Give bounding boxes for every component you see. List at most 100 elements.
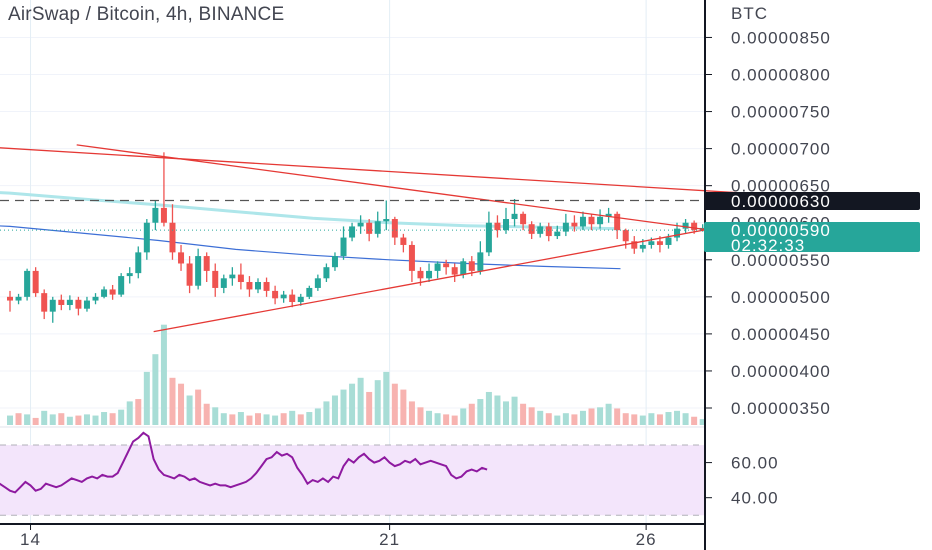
candle-body	[511, 213, 518, 220]
candle-body	[297, 296, 304, 303]
candle-body	[468, 261, 475, 271]
volume-bar	[186, 395, 193, 425]
candle-body	[135, 252, 142, 274]
volume-bar	[118, 409, 125, 425]
price-levels	[0, 199, 704, 231]
candle-body	[443, 263, 450, 268]
volume-bar	[605, 403, 612, 425]
candle-body	[101, 289, 108, 297]
volume-bar	[468, 403, 475, 425]
candle-body	[622, 230, 629, 242]
volume-bar	[656, 414, 663, 425]
volume-bar	[263, 414, 270, 425]
volume-bar	[7, 415, 13, 425]
volume-bar	[32, 417, 39, 425]
candle-body	[331, 256, 338, 268]
countdown-label: 02:32:33	[731, 236, 805, 255]
chart-title: AirSwap / Bitcoin, 4h, BINANCE	[8, 4, 285, 25]
volume-bar	[272, 415, 279, 425]
candle-body	[340, 237, 347, 257]
candle-body	[460, 261, 467, 275]
volume-bar	[289, 410, 296, 425]
price-tick-label: 0.00000800	[731, 66, 831, 85]
candle-body	[528, 224, 535, 234]
volume-bar	[597, 407, 604, 425]
candle-body	[494, 222, 501, 231]
volume-bar	[485, 391, 492, 425]
candle-body	[314, 278, 321, 288]
candle-body	[639, 244, 646, 249]
volume-bar	[58, 413, 65, 425]
level-price-tag	[704, 192, 920, 210]
volume-bar	[254, 413, 261, 425]
volume-bar	[229, 414, 236, 425]
price-tick-label: 0.00000350	[731, 399, 831, 418]
candle-body	[143, 222, 150, 253]
price-tick-label: 0.00000650	[731, 177, 831, 196]
volume-bar	[451, 415, 458, 425]
volume-bar	[665, 412, 672, 425]
candle-body	[520, 213, 527, 225]
volume-bar	[383, 371, 390, 425]
candle-body	[263, 282, 270, 291]
candle-body	[648, 241, 655, 245]
candle-body	[49, 299, 56, 312]
candle-body	[169, 222, 176, 253]
trendlines[interactable]	[0, 143, 744, 333]
volume-bar	[434, 413, 441, 425]
volume-bar	[152, 354, 159, 425]
volume-bar	[15, 413, 22, 425]
volume-bar	[511, 396, 518, 425]
candle-body	[306, 287, 313, 297]
candle-body	[597, 216, 604, 225]
candle-body	[32, 270, 39, 294]
volume-bar	[631, 414, 638, 425]
volume-bar	[220, 413, 227, 425]
candle-body	[400, 237, 407, 245]
candle-body	[383, 219, 390, 222]
volume-bar	[314, 408, 321, 425]
volume-bar	[246, 415, 253, 425]
candle-body	[254, 282, 261, 290]
volume-bar	[639, 415, 646, 425]
volume-bar	[691, 416, 698, 425]
rsi-line	[0, 431, 488, 494]
volume-bar	[195, 389, 202, 425]
volume-bar	[237, 412, 244, 425]
candle-body	[408, 244, 415, 271]
volume-bar	[537, 410, 544, 425]
price-tags: 0.00000630 0.00000590 02:32:33	[704, 192, 920, 255]
ma-fast-line	[0, 225, 621, 270]
candle-body	[562, 222, 569, 232]
candle-body	[152, 207, 159, 223]
candle-body	[682, 222, 689, 229]
volume-bar	[143, 371, 150, 425]
volume-bar	[443, 414, 450, 425]
volume-bar	[374, 380, 381, 425]
candle-body	[477, 252, 484, 271]
candle-body	[485, 222, 492, 253]
volume-bar	[212, 407, 219, 425]
volume-bar	[502, 401, 509, 425]
trendline[interactable]	[76, 144, 744, 236]
trendline[interactable]	[153, 222, 744, 333]
candle-body	[83, 300, 90, 309]
volume-bar	[562, 413, 569, 425]
price-tick-label: 0.00000850	[731, 28, 831, 47]
volume-bar	[391, 383, 398, 425]
candle-body	[349, 226, 356, 238]
volume-bar	[674, 410, 681, 425]
volume-bar	[109, 413, 116, 425]
candle-body	[203, 256, 210, 271]
candle-body	[66, 299, 73, 305]
axes: BTC 0.00000850 0.00000800 0.00000750 0.00000…	[0, 0, 831, 550]
trendline[interactable]	[0, 143, 744, 194]
volume-bar	[331, 395, 338, 425]
candle-body	[691, 222, 698, 231]
volume-bar	[203, 403, 210, 425]
candle-body	[391, 219, 398, 238]
candle-body	[229, 274, 236, 279]
price-tick-label: 0.00000550	[731, 251, 831, 270]
candle-body	[426, 270, 433, 279]
